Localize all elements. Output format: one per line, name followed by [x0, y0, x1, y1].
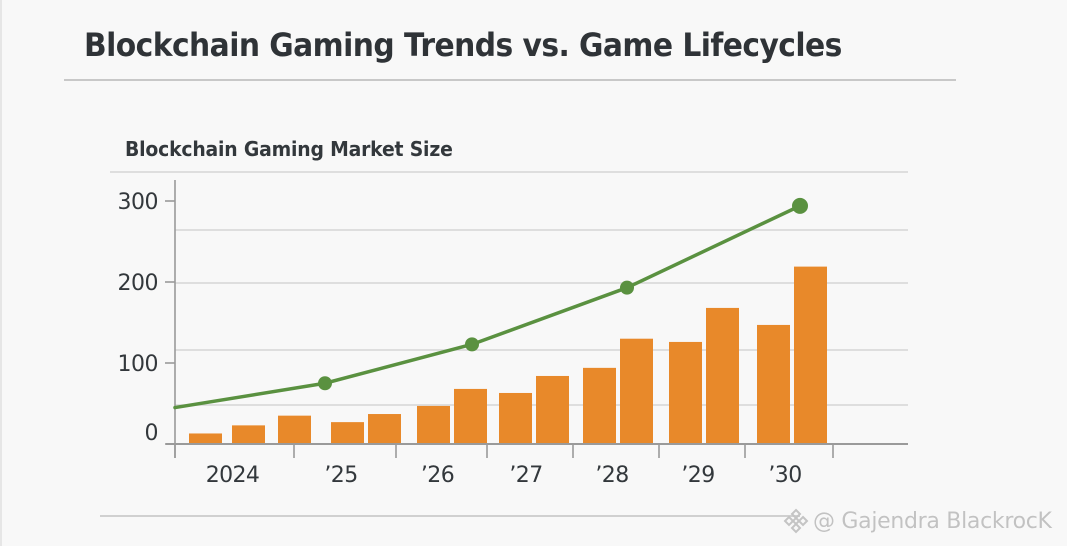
line-point [318, 376, 332, 391]
x-tick-label: ’26 [421, 463, 454, 488]
y-tick-label: 300 [118, 190, 159, 215]
tick-labels: 0 100 200 300 2024 ’25 ’26 ’27 ’28 ’29 ’30 [118, 190, 803, 488]
line-point [465, 337, 479, 352]
bar [232, 425, 265, 443]
y-tick-label: 200 [118, 271, 159, 296]
bar [331, 422, 364, 443]
line-point [792, 197, 808, 214]
bar [368, 414, 401, 443]
binance-diamond-icon [783, 508, 809, 534]
line-point [620, 280, 634, 295]
y-tick-label: 100 [118, 352, 159, 377]
bar [536, 375, 569, 443]
bar [278, 415, 311, 443]
x-tick-label: ’28 [595, 463, 628, 488]
title-divider [64, 79, 956, 81]
bar [499, 392, 532, 443]
x-tick-label: ’25 [324, 463, 357, 488]
x-tick-label: ’30 [768, 463, 801, 488]
chart-title: Blockchain Gaming Market Size [125, 137, 453, 161]
bar [189, 433, 222, 443]
x-tick-label: ’29 [681, 463, 714, 488]
bar [794, 266, 827, 443]
axes [165, 180, 908, 458]
bar [620, 338, 653, 443]
page-title: Blockchain Gaming Trends vs. Game Lifecy… [84, 26, 842, 64]
bar [706, 307, 739, 443]
frame-edge [0, 0, 2, 546]
line-series [173, 197, 808, 410]
watermark: @ Gajendra BlackrocK [783, 508, 1052, 534]
bar [417, 405, 450, 443]
bar [583, 367, 616, 443]
bar [757, 324, 790, 443]
bar [669, 341, 702, 443]
x-tick-label: 2024 [206, 463, 260, 488]
x-tick-label: ’27 [509, 463, 542, 488]
y-tick-label: 0 [145, 421, 159, 446]
watermark-text: @ Gajendra BlackrocK [813, 508, 1052, 534]
bar [454, 388, 487, 443]
bar-series [189, 266, 827, 443]
bottom-divider [100, 515, 800, 517]
